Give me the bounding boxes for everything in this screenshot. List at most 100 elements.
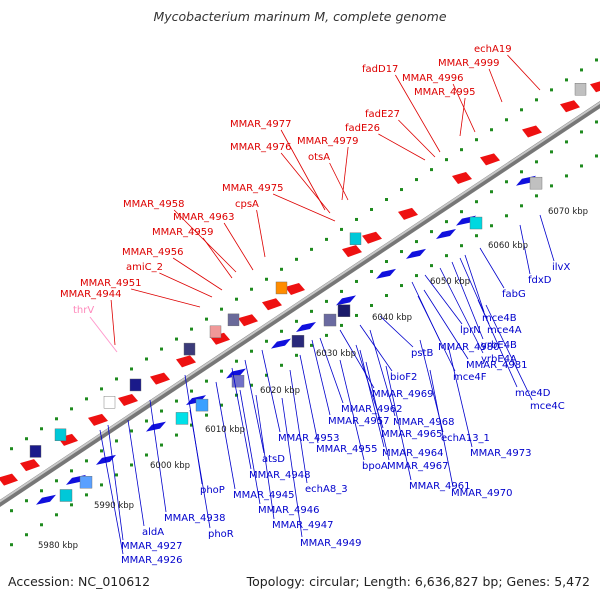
tick-dot — [370, 303, 373, 307]
gene-arrow-forward — [362, 231, 382, 244]
label-connector — [272, 193, 336, 222]
gene-label: mce4D — [515, 388, 551, 399]
label-connector — [189, 409, 211, 529]
label-connector — [339, 359, 365, 461]
kbp-tick-label: 6020 kbp — [260, 386, 300, 396]
upper-gene-labels: echA19 MMAR_4999 fadD17 MMAR_4996 MMAR_4995f… — [60, 44, 512, 300]
gene-arrow-reverse — [96, 454, 116, 465]
label-connector — [311, 339, 331, 416]
tick-dot — [520, 108, 523, 112]
tick-dots-lower — [10, 154, 598, 547]
tick-dot — [130, 429, 133, 433]
gene-label: MMAR_4944 — [60, 289, 122, 300]
tick-dot — [25, 533, 28, 537]
label-connector — [447, 344, 473, 448]
kbp-tick-label: 6040 kbp — [372, 313, 412, 323]
gene-label: MMAR_4953 — [278, 433, 340, 444]
tick-dot — [220, 307, 223, 311]
tick-dot — [430, 230, 433, 234]
kbp-tick-label: 6000 kbp — [150, 461, 190, 471]
gene-arrow-reverse — [436, 228, 456, 239]
lower-label-connectors — [99, 214, 555, 555]
tick-dot — [85, 493, 88, 497]
tick-dot — [430, 264, 433, 268]
gene-label: MMAR_4947 — [272, 520, 334, 531]
gene-label: MMAR_4963 — [173, 212, 235, 223]
gene-label: bpoA — [362, 461, 388, 472]
tick-dot — [190, 389, 193, 393]
gene-label: bioF2 — [390, 372, 417, 383]
label-connector — [202, 237, 233, 279]
gene-label: MMAR_4965 — [381, 429, 443, 440]
kbp-tick-label: 5980 kbp — [38, 541, 78, 551]
gene-box — [175, 412, 189, 425]
label-connector — [159, 272, 213, 298]
tick-dot — [340, 289, 343, 293]
gene-label: MMAR_4964 — [382, 448, 444, 459]
tick-dot — [415, 240, 418, 244]
gene-box — [183, 342, 196, 356]
gene-box — [79, 475, 93, 489]
gene-label: MMAR_4948 — [249, 470, 311, 481]
gene-label: fdxD — [528, 275, 552, 286]
gene-label: phoR — [208, 529, 234, 540]
tick-dot — [10, 509, 13, 513]
gene-label: MMAR_4945 — [233, 490, 295, 501]
gene-arrow-forward — [262, 298, 282, 311]
label-connector — [255, 394, 275, 520]
label-connector — [261, 349, 281, 433]
label-connector — [244, 359, 265, 454]
label-connector — [359, 349, 385, 448]
tick-dot — [40, 523, 43, 527]
label-connector — [130, 288, 201, 308]
tick-dot — [265, 339, 268, 343]
tick-dot — [520, 204, 523, 208]
gene-arrow-reverse — [406, 248, 426, 259]
tick-dot — [235, 297, 238, 301]
gene-label: MMAR_4995 — [414, 87, 476, 98]
tick-dot — [325, 237, 328, 241]
tick-dot — [505, 214, 508, 218]
label-connector — [99, 429, 124, 555]
tick-dot — [505, 180, 508, 184]
gene-arrow-forward — [285, 282, 305, 295]
gene-box — [469, 216, 483, 230]
tick-dot — [325, 333, 328, 337]
label-connector — [464, 254, 485, 313]
tick-dot — [430, 168, 433, 172]
gene-arrow-reverse — [296, 322, 316, 332]
gene-label: echA19 — [474, 44, 512, 55]
gene-box — [129, 378, 142, 392]
gene-label: pstB — [411, 348, 433, 359]
label-connector — [424, 274, 463, 325]
tick-dot — [445, 158, 448, 162]
gene-label: MMAR_4951 — [80, 278, 142, 289]
label-connector — [239, 389, 261, 505]
gene-label: MMAR_4958 — [123, 199, 185, 210]
tick-dot — [175, 399, 178, 403]
label-connector — [341, 146, 349, 201]
tick-dot — [490, 190, 493, 194]
tick-dot — [385, 294, 388, 298]
gene-label: yrbE4A — [481, 354, 517, 365]
tick-dot — [40, 489, 43, 493]
label-connector — [379, 315, 414, 348]
tick-dot — [250, 349, 253, 353]
tick-dot — [310, 309, 313, 313]
gene-arrow-forward — [522, 125, 542, 138]
tick-dot — [100, 449, 103, 453]
tick-dot — [115, 473, 118, 477]
gene-label: MMAR_4957 — [328, 416, 390, 427]
label-connector — [365, 361, 390, 461]
label-connector — [423, 289, 469, 360]
tick-dot — [145, 357, 148, 361]
gene-label: MMAR_4967 — [387, 461, 449, 472]
label-connector — [329, 162, 349, 201]
gene-label: MMAR_4979 — [297, 136, 359, 147]
gene-arrow-forward — [452, 171, 472, 184]
gene-arrow-reverse — [36, 494, 56, 505]
gene-arrow-forward — [20, 459, 40, 472]
gene-label: MMAR_4959 — [152, 227, 214, 238]
gene-label: MMAR_4970 — [451, 488, 513, 499]
tick-dot — [535, 194, 538, 198]
